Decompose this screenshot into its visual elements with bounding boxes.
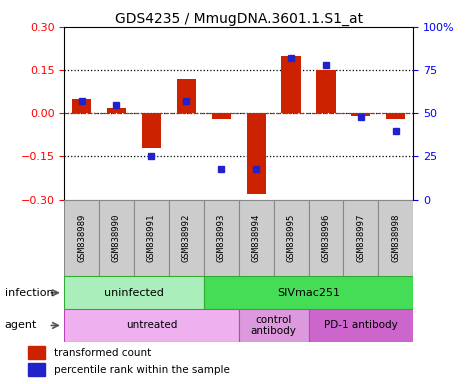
Bar: [352, 113, 370, 116]
Text: percentile rank within the sample: percentile rank within the sample: [54, 365, 230, 375]
Text: GSM838995: GSM838995: [286, 214, 295, 262]
Text: transformed count: transformed count: [54, 348, 152, 358]
Text: untreated: untreated: [126, 320, 177, 331]
Bar: [204, 200, 238, 276]
Bar: [309, 200, 343, 276]
Text: infection: infection: [5, 288, 53, 298]
Bar: [309, 309, 413, 342]
Bar: [107, 108, 126, 113]
Bar: [238, 309, 309, 342]
Text: SIVmac251: SIVmac251: [277, 288, 340, 298]
Text: GSM838989: GSM838989: [77, 214, 86, 262]
Bar: [169, 200, 204, 276]
Bar: [204, 276, 413, 309]
Title: GDS4235 / MmugDNA.3601.1.S1_at: GDS4235 / MmugDNA.3601.1.S1_at: [114, 12, 363, 26]
Bar: [282, 56, 301, 113]
Bar: [64, 200, 99, 276]
Text: GSM838991: GSM838991: [147, 214, 156, 262]
Text: GSM838990: GSM838990: [112, 214, 121, 262]
Text: GSM838993: GSM838993: [217, 214, 226, 262]
Bar: [386, 113, 405, 119]
Bar: [64, 276, 204, 309]
Bar: [316, 70, 335, 113]
Text: agent: agent: [5, 320, 37, 331]
Bar: [343, 200, 379, 276]
Bar: [72, 99, 91, 113]
Bar: [379, 200, 413, 276]
Bar: [177, 79, 196, 113]
Bar: [134, 200, 169, 276]
Bar: [28, 363, 45, 376]
Bar: [274, 200, 309, 276]
Text: GSM838998: GSM838998: [391, 214, 400, 262]
Text: control
antibody: control antibody: [251, 314, 296, 336]
Text: GSM838997: GSM838997: [356, 214, 365, 262]
Bar: [64, 309, 238, 342]
Bar: [28, 346, 45, 359]
Bar: [142, 113, 161, 148]
Text: GSM838996: GSM838996: [322, 214, 331, 262]
Text: GSM838992: GSM838992: [182, 214, 191, 262]
Bar: [247, 113, 266, 194]
Text: PD-1 antibody: PD-1 antibody: [324, 320, 398, 331]
Bar: [238, 200, 274, 276]
Text: uninfected: uninfected: [104, 288, 164, 298]
Bar: [212, 113, 231, 119]
Text: GSM838994: GSM838994: [252, 214, 261, 262]
Bar: [99, 200, 134, 276]
